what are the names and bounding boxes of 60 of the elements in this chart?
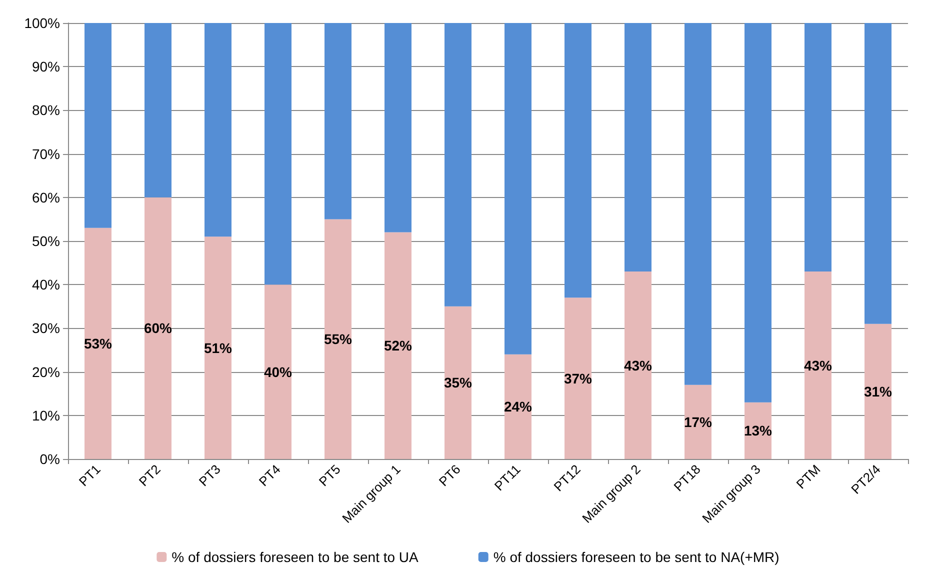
x-tick-label: PT3: [196, 462, 224, 490]
data-label: 40%: [264, 364, 293, 380]
data-label: 52%: [384, 338, 413, 354]
data-label: 31%: [864, 383, 893, 400]
y-tick-label: 100%: [24, 15, 60, 31]
y-tick-label: 50%: [32, 233, 60, 249]
data-label: 35%: [444, 374, 473, 391]
bar: [384, 23, 412, 232]
x-tick-label: PT5: [316, 462, 344, 490]
legend-label: % of dossiers foreseen to be sent to UA: [172, 549, 420, 565]
legend-label: % of dossiers foreseen to be sent to NA(+MR): [493, 549, 780, 565]
bar: [624, 272, 652, 459]
bar: [204, 23, 232, 237]
data-label: 51%: [204, 340, 233, 356]
x-tick-label: PT2: [136, 462, 164, 490]
bar: [384, 232, 412, 459]
bar: [504, 23, 532, 354]
y-tick-label: 0%: [40, 451, 60, 467]
y-tick-label: 70%: [32, 146, 60, 162]
bar: [444, 306, 472, 459]
bar: [864, 23, 892, 324]
y-tick-label: 30%: [32, 320, 60, 336]
data-label: 37%: [564, 370, 593, 386]
bar: [444, 23, 472, 306]
data-label: 24%: [504, 398, 533, 415]
data-label: 60%: [144, 320, 173, 336]
bar: [204, 236, 232, 459]
data-label: 13%: [744, 422, 773, 439]
bar: [264, 23, 292, 285]
x-tick-label: PT6: [436, 462, 464, 490]
bar: [144, 197, 172, 459]
data-label: 53%: [84, 335, 113, 352]
y-tick-label: 20%: [32, 364, 60, 380]
bar: [84, 228, 112, 459]
x-tick-label: PT1: [76, 462, 104, 490]
bar: [504, 354, 532, 459]
bar: [864, 324, 892, 459]
y-tick-label: 40%: [32, 276, 60, 293]
bar: [804, 272, 832, 459]
bar: [804, 23, 832, 272]
x-tick-label: PT4: [256, 462, 284, 490]
bar: [564, 23, 592, 298]
bar: [264, 284, 292, 459]
bar: [744, 23, 772, 402]
bar: [84, 23, 112, 228]
data-label: 17%: [684, 414, 713, 430]
bar: [684, 23, 712, 385]
bar: [684, 384, 712, 459]
bar: [324, 219, 352, 459]
data-label: 43%: [624, 357, 653, 374]
y-tick-label: 80%: [32, 102, 60, 118]
bar: [324, 23, 352, 220]
data-label: 43%: [804, 357, 833, 374]
bar: [564, 298, 592, 459]
bar: [624, 23, 652, 272]
y-tick-label: 90%: [32, 58, 60, 75]
y-tick-label: 10%: [32, 407, 60, 424]
data-label: 55%: [324, 331, 353, 348]
y-tick-label: 60%: [32, 189, 60, 206]
bar: [144, 23, 172, 198]
